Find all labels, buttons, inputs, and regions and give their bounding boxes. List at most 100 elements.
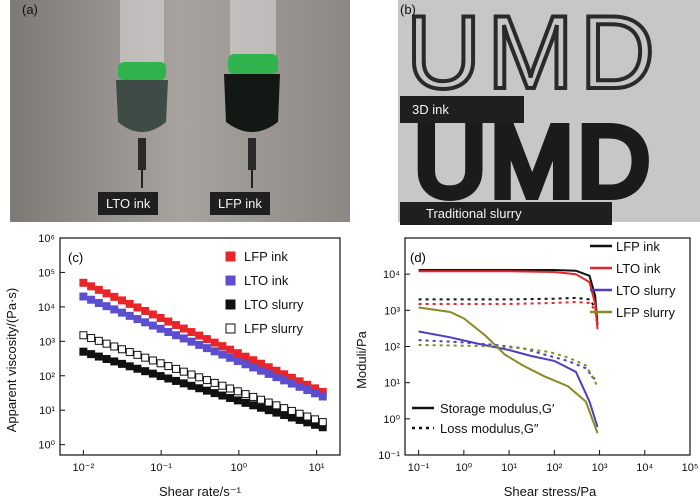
data-point — [79, 278, 88, 287]
x-tick-label: 10³ — [592, 462, 608, 474]
data-point — [102, 354, 111, 363]
data-point — [287, 406, 296, 415]
data-point — [156, 324, 165, 333]
data-point — [210, 378, 219, 387]
data-point — [256, 395, 265, 404]
data-point — [141, 367, 150, 376]
data-point — [172, 331, 181, 340]
data-point — [264, 406, 273, 415]
data-point — [210, 338, 219, 347]
caption-lto-ink: LTO ink — [98, 192, 159, 215]
legend-marker — [225, 251, 236, 262]
data-point — [164, 327, 173, 336]
data-point — [164, 362, 173, 371]
data-point — [125, 299, 134, 308]
data-point — [233, 387, 242, 396]
data-point — [110, 292, 119, 301]
line-storage-lto-ink — [418, 270, 599, 330]
data-point — [241, 390, 250, 399]
data-point — [303, 386, 312, 395]
data-point — [195, 340, 204, 349]
data-point — [249, 356, 258, 365]
data-point — [272, 408, 281, 417]
data-point — [79, 292, 88, 301]
data-point — [133, 315, 142, 324]
data-point — [172, 376, 181, 385]
data-point — [210, 347, 219, 356]
line-style-legend: Storage modulus,G′ Loss modulus,G″ — [412, 401, 555, 436]
panel-label-c: (c) — [68, 250, 83, 265]
legend-label: LFP ink — [244, 249, 288, 264]
data-point — [156, 313, 165, 322]
x-tick-label: 10¹ — [501, 462, 517, 474]
data-point — [264, 363, 273, 372]
data-point — [226, 384, 235, 393]
y-tick-label: 10² — [39, 371, 55, 383]
data-point — [94, 285, 103, 294]
data-point — [195, 384, 204, 393]
x-axis-title: Shear rate/s⁻¹ — [159, 484, 242, 499]
data-point — [94, 298, 103, 307]
chart-moduli: 10⁻¹ 10⁰ 10¹ 10² 10³ 10⁴ 10⁵ 10⁻¹ 10⁰ 10¹ 10² 10³ 10… — [354, 237, 698, 499]
data-point — [94, 352, 103, 361]
data-point — [318, 418, 327, 427]
x-tick-label: 10⁻¹ — [150, 462, 172, 474]
data-point — [233, 349, 242, 358]
data-point — [218, 391, 227, 400]
y-axis-title: Moduli/Pa — [354, 330, 369, 389]
data-point — [311, 415, 320, 424]
style-legend-label: Loss modulus,G″ — [440, 421, 539, 436]
data-point — [195, 373, 204, 382]
letters-3d-ink: UMD — [406, 0, 661, 111]
data-point — [164, 374, 173, 383]
data-point — [102, 289, 111, 298]
data-point — [218, 342, 227, 351]
caption-traditional-slurry: Traditional slurry — [400, 202, 612, 225]
data-point — [125, 362, 134, 371]
data-point — [295, 382, 304, 391]
data-point — [102, 339, 111, 348]
data-point — [110, 305, 119, 314]
data-point — [179, 334, 188, 343]
x-tick-label: 10⁵ — [682, 462, 699, 474]
x-tick-label: 10¹ — [309, 462, 325, 474]
data-point — [156, 372, 165, 381]
y-tick-label: 10² — [384, 342, 400, 354]
data-point — [226, 393, 235, 402]
data-point — [179, 367, 188, 376]
data-point — [241, 360, 250, 369]
data-point — [233, 357, 242, 366]
data-point — [156, 359, 165, 368]
data-point — [141, 318, 150, 327]
panel-label-b: (b) — [400, 2, 416, 17]
data-point — [202, 335, 211, 344]
data-point — [295, 409, 304, 418]
data-point — [133, 303, 142, 312]
line-loss-lfp-ink — [418, 296, 599, 322]
data-point — [195, 331, 204, 340]
data-point — [280, 404, 289, 413]
line-storage-lfp-slurry — [418, 306, 599, 434]
data-point — [172, 364, 181, 373]
data-marks — [79, 278, 327, 432]
data-point — [148, 356, 157, 365]
data-point — [202, 344, 211, 353]
data-point — [272, 401, 281, 410]
y-tick-label: 10⁰ — [383, 414, 400, 426]
x-tick-label: 10⁻² — [73, 462, 95, 474]
data-point — [148, 321, 157, 330]
line-storage-lfp-ink — [418, 269, 599, 325]
data-point — [87, 334, 96, 343]
axis-ticks: 10⁻² 10⁻¹ 10⁰ 10¹ 10⁰ 10¹ 10² 10³ 10⁴ 10⁵ 10⁶ — [38, 233, 325, 474]
data-point — [280, 376, 289, 385]
axis-ticks: 10⁻¹ 10⁰ 10¹ 10² 10³ 10⁴ 10⁵ 10⁻¹ 10⁰ 10¹ 10² 10³ 10… — [378, 269, 698, 474]
series-lfp-ink — [79, 278, 327, 396]
data-point — [179, 324, 188, 333]
data-point — [148, 369, 157, 378]
data-point — [125, 311, 134, 320]
data-point — [218, 381, 227, 390]
data-point — [118, 345, 127, 354]
line-storage-lto-slurry — [418, 330, 599, 428]
panel-label-a: (a) — [22, 2, 38, 17]
data-point — [226, 353, 235, 362]
